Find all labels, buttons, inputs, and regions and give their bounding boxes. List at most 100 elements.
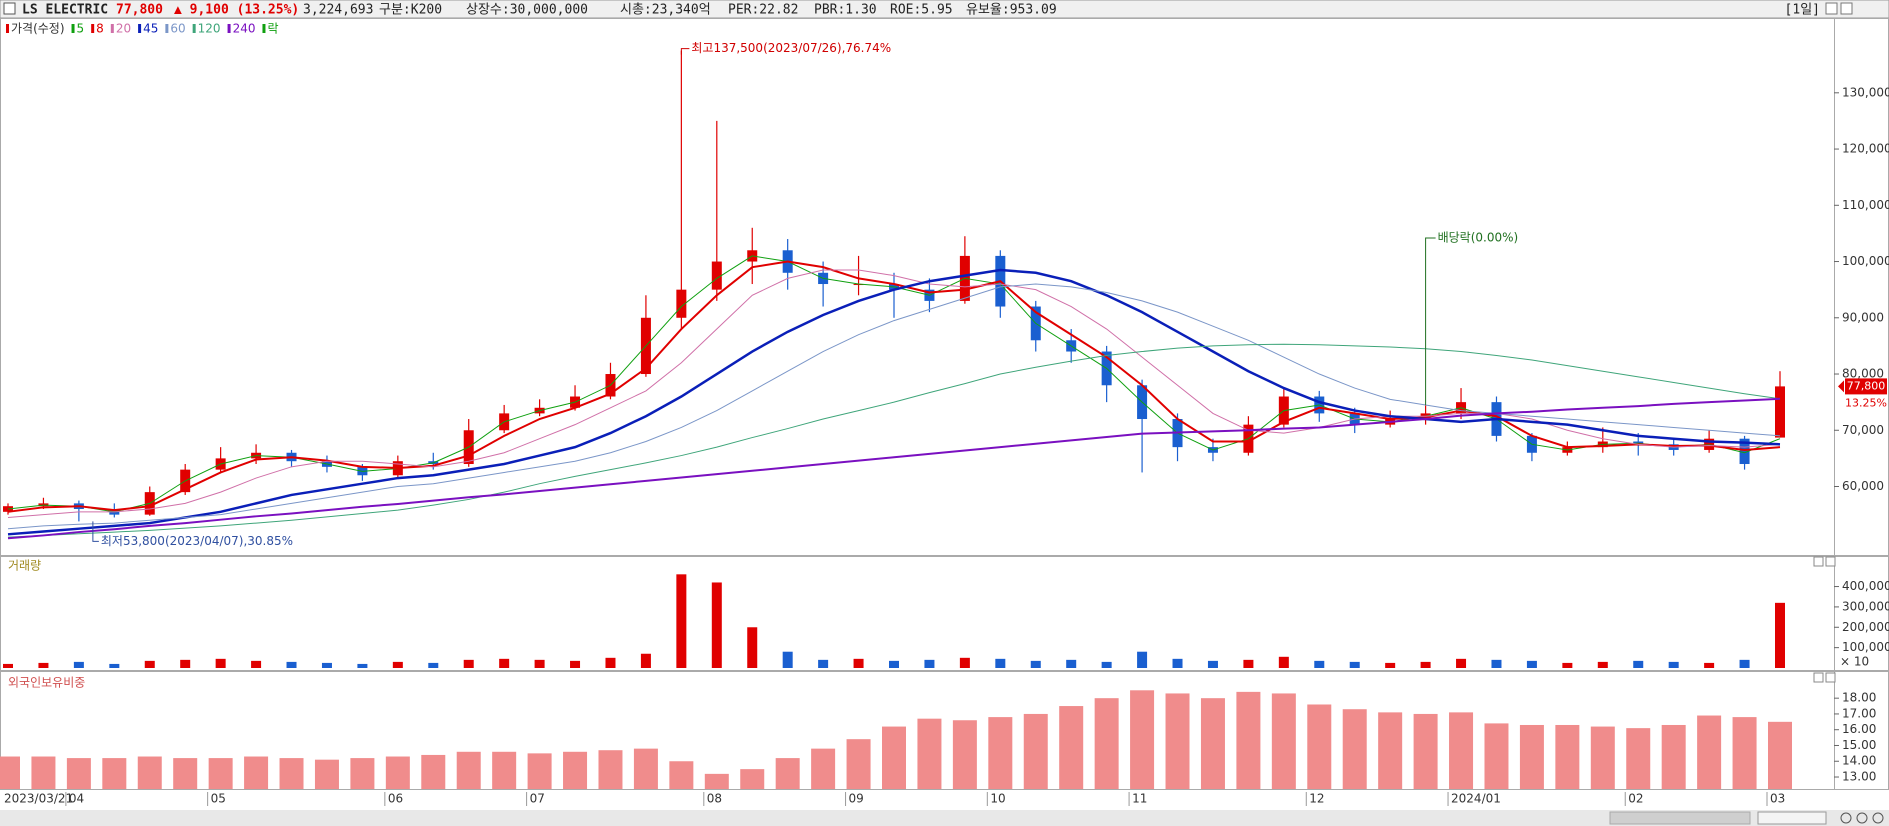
moving-average-line: [7, 268, 1781, 536]
bar: [1236, 691, 1261, 789]
bar: [215, 658, 226, 668]
legend-label: 45: [143, 22, 158, 36]
bar: [1413, 713, 1438, 789]
bar: [1094, 698, 1119, 789]
window-button[interactable]: [1840, 2, 1853, 15]
bar: [1200, 698, 1225, 789]
y-tick-label: 80,000: [1842, 367, 1884, 381]
volume-title: 거래량: [8, 559, 41, 573]
x-tick-label: 12: [1309, 792, 1324, 806]
bar: [1661, 724, 1686, 789]
volume-panel: [0, 556, 1889, 671]
bar: [1101, 661, 1112, 668]
bar: [1626, 728, 1651, 789]
bar: [1456, 658, 1467, 668]
legend-label: 20: [116, 22, 131, 36]
bar: [31, 756, 56, 789]
bar: [1775, 602, 1785, 668]
bar: [1732, 717, 1757, 789]
stock-name: LS ELECTRIC: [22, 3, 108, 18]
moving-average-line: [7, 343, 1781, 538]
y-tick-label: 400,000: [1842, 579, 1889, 593]
y-tick-label: 16.00: [1842, 722, 1876, 736]
x-tick-label: 10: [990, 792, 1005, 806]
bar: [1030, 660, 1041, 668]
candle-body: [1739, 438, 1750, 465]
x-tick-label: 2023/03/21: [4, 792, 73, 806]
bar: [321, 662, 332, 668]
legend-swatch: [227, 24, 231, 33]
legend-swatch: [71, 24, 75, 33]
bar: [959, 657, 970, 668]
panel-button[interactable]: [1825, 556, 1836, 567]
bar: [38, 662, 49, 668]
bar: [279, 758, 304, 789]
x-tick-label: 02: [1628, 792, 1643, 806]
bar: [137, 756, 162, 789]
bar: [818, 659, 829, 668]
bar: [350, 758, 375, 789]
bar: [1449, 712, 1474, 789]
bar: [811, 748, 836, 789]
legend-swatch: [6, 24, 9, 33]
bar: [66, 758, 91, 789]
stock-volume: 3,224,693: [303, 3, 373, 18]
bar: [1704, 662, 1715, 668]
legend-swatch: [262, 24, 266, 33]
legend-swatch: [192, 24, 196, 33]
bar: [102, 758, 127, 789]
panel-button[interactable]: [1813, 672, 1824, 683]
bar: [421, 754, 446, 789]
bar: [1349, 661, 1360, 668]
bar: [846, 739, 871, 789]
header-checkbox[interactable]: [3, 2, 16, 15]
panel-button[interactable]: [1813, 556, 1824, 567]
bar: [1314, 660, 1325, 668]
bar: [1172, 658, 1183, 668]
bar: [357, 663, 368, 668]
bar: [3, 663, 13, 668]
bar: [598, 750, 623, 789]
scrollbar-thumb[interactable]: [1609, 811, 1751, 825]
zoom-slider[interactable]: [1757, 811, 1827, 825]
bar: [499, 658, 510, 668]
bar: [1066, 659, 1077, 668]
bar: [1130, 690, 1155, 789]
bar: [286, 661, 297, 668]
bar: [1278, 656, 1289, 668]
bar: [1526, 660, 1537, 668]
y-tick-label: 70,000: [1842, 423, 1884, 437]
bar: [1378, 712, 1403, 789]
bar: [244, 756, 269, 789]
bar: [109, 663, 120, 668]
bar: [917, 718, 942, 789]
bar: [711, 582, 722, 668]
bar: [1555, 724, 1580, 789]
bar: [640, 653, 651, 668]
bar: [208, 758, 233, 789]
annotation-pointer: [92, 521, 99, 542]
bar: [1385, 662, 1396, 668]
panel-button[interactable]: [1825, 672, 1836, 683]
annotation-pointer: [1425, 237, 1436, 405]
bar: [1243, 659, 1254, 668]
period-button[interactable]: [1일]: [1785, 3, 1820, 18]
bar: [1137, 651, 1148, 668]
x-tick-label: 04: [69, 792, 84, 806]
legend-label: 8: [96, 22, 104, 36]
bar: [633, 748, 658, 789]
zoom-reset-button[interactable]: [1872, 812, 1884, 824]
stock-roe: ROE:5.95: [890, 3, 953, 18]
price-tag: [1845, 378, 1887, 395]
stock-division: 구분:K200: [379, 3, 442, 18]
bar: [570, 660, 581, 668]
zoom-out-button[interactable]: [1856, 812, 1868, 824]
stock-reserve: 유보율:953.09: [966, 3, 1057, 18]
bar: [669, 761, 694, 789]
window-button[interactable]: [1825, 2, 1838, 15]
zoom-in-button[interactable]: [1840, 812, 1852, 824]
moving-average-line: [7, 283, 1781, 530]
bar: [782, 651, 793, 668]
